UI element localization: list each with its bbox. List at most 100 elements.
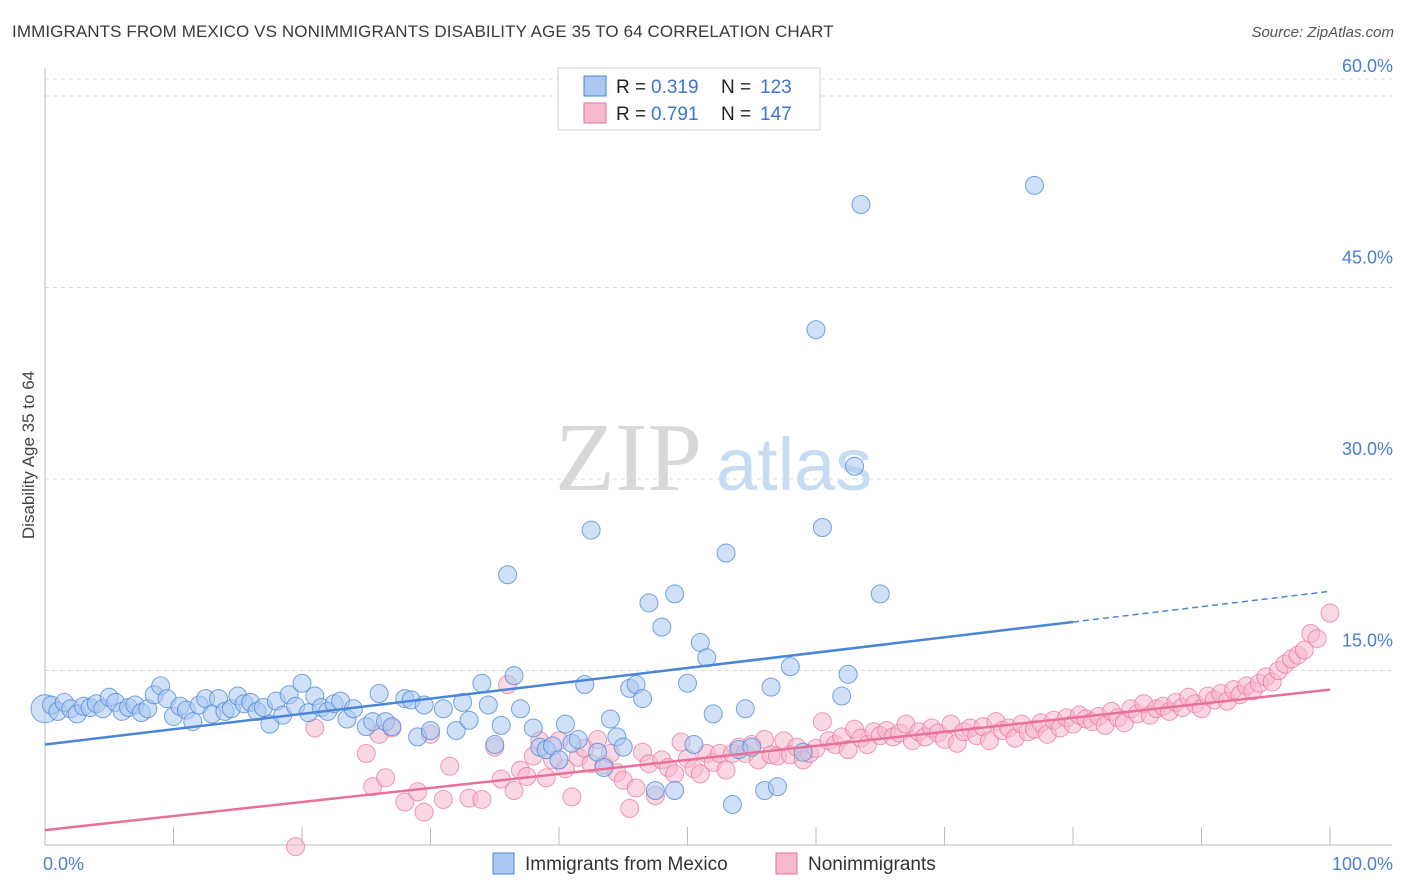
nonimmigrants-point <box>440 756 460 776</box>
nonimmigrants-point <box>395 792 415 812</box>
immigrants-point <box>382 717 402 737</box>
immigrants-point <box>523 718 543 738</box>
immigrants-point <box>735 699 755 719</box>
watermark-zip: ZIP <box>555 404 702 512</box>
nonimmigrants-point <box>1320 603 1340 623</box>
nonimmigrants-point <box>812 712 832 732</box>
nonimmigrants-point <box>979 731 999 751</box>
trend-lines <box>44 590 1331 832</box>
bottom-legend-swatch-blue <box>492 852 515 875</box>
immigrants-point <box>292 673 312 693</box>
immigrants-point <box>684 735 704 755</box>
immigrants-point <box>761 677 781 697</box>
immigrants-point <box>433 699 453 719</box>
nonimmigrants-point <box>433 789 453 809</box>
immigrants-points <box>30 175 1044 815</box>
nonimmigrants-point <box>690 764 710 784</box>
x-tick-label-end: 100.0% <box>1332 854 1393 874</box>
nonimmigrants-point <box>536 768 556 788</box>
nonimmigrants-point <box>1307 629 1327 649</box>
legend-n-value-1: 123 <box>760 77 792 98</box>
gridlines <box>45 78 1392 671</box>
legend-n-value-2: 147 <box>760 104 792 125</box>
immigrants-point <box>581 520 601 540</box>
y-tick-label: 45.0% <box>1342 248 1393 268</box>
immigrants-point <box>1024 175 1044 195</box>
legend-r-label-1: R = <box>616 77 646 98</box>
y-tick-label: 30.0% <box>1342 439 1393 459</box>
immigrants-point <box>549 750 569 770</box>
y-axis-label: Disability Age 35 to 64 <box>19 371 38 539</box>
immigrants-point <box>812 518 832 538</box>
immigrants-trend-extension <box>1072 590 1331 623</box>
legend: R = 0.319 N = 123 R = 0.791 N = 147 <box>557 67 821 131</box>
nonimmigrants-point <box>562 787 582 807</box>
nonimmigrants-point <box>1294 640 1314 660</box>
immigrants-point <box>678 673 697 693</box>
immigrants-point <box>665 584 685 604</box>
nonimmigrants-point <box>626 778 646 798</box>
x-tick-label-start: 0.0% <box>43 854 84 874</box>
nonimmigrants-point <box>838 740 858 760</box>
nonimmigrants-point <box>356 743 376 763</box>
bottom-legend: Immigrants from Mexico Nonimmigrants <box>492 852 936 875</box>
immigrants-point <box>767 777 787 797</box>
immigrants-point <box>703 704 723 724</box>
immigrants-point <box>555 714 575 734</box>
legend-swatch-pink <box>583 102 607 124</box>
legend-r-value-1: 0.319 <box>651 77 699 98</box>
immigrants-point <box>600 709 620 729</box>
immigrants-point <box>716 543 736 563</box>
immigrants-point <box>633 689 653 709</box>
immigrants-point <box>510 699 530 719</box>
nonimmigrants-trend-line <box>44 688 1331 832</box>
nonimmigrants-point <box>376 768 396 788</box>
immigrants-point <box>838 664 858 684</box>
nonimmigrants-point <box>408 782 428 802</box>
immigrants-point <box>568 729 588 749</box>
immigrants-point <box>806 320 826 340</box>
immigrants-point <box>498 565 518 585</box>
immigrants-point <box>780 657 800 677</box>
immigrants-point <box>459 710 479 730</box>
immigrants-point <box>369 683 389 703</box>
legend-swatch-blue <box>583 75 607 97</box>
immigrants-point <box>845 456 865 476</box>
immigrants-point <box>478 695 498 715</box>
immigrants-point <box>421 721 440 741</box>
immigrants-point <box>485 735 505 755</box>
legend-r-label-2: R = <box>616 104 646 125</box>
immigrants-trend-line <box>44 620 1074 746</box>
legend-r-value-2: 0.791 <box>651 104 699 125</box>
chart-title: IMMIGRANTS FROM MEXICO VS NONIMMIGRANTS … <box>12 22 834 41</box>
immigrants-point <box>613 737 633 757</box>
immigrants-point <box>851 195 871 215</box>
nonimmigrants-point <box>286 837 306 857</box>
immigrants-point <box>870 584 890 604</box>
source-label: Source: ZipAtlas.com <box>1251 24 1394 41</box>
legend-n-label-1: N = <box>721 77 751 98</box>
nonimmigrants-point <box>414 802 434 822</box>
bottom-legend-swatch-pink <box>775 852 798 875</box>
legend-n-label-2: N = <box>721 104 751 125</box>
nonimmigrants-point <box>472 789 492 809</box>
y-tick-label: 60.0% <box>1342 56 1393 76</box>
y-tick-label: 15.0% <box>1342 631 1393 651</box>
nonimmigrants-point <box>504 781 524 801</box>
immigrants-point <box>453 692 473 712</box>
immigrants-point <box>722 795 742 815</box>
bottom-legend-label-2: Nonimmigrants <box>808 854 936 875</box>
nonimmigrants-point <box>716 760 736 780</box>
immigrants-point <box>504 666 524 686</box>
immigrants-point <box>639 593 659 613</box>
nonimmigrants-points <box>286 603 1340 857</box>
tick-labels: 15.0% 30.0% 45.0% 60.0% 0.0% 100.0% <box>43 56 1393 874</box>
nonimmigrants-point <box>620 798 640 818</box>
bottom-legend-label-1: Immigrants from Mexico <box>525 854 728 875</box>
immigrants-point <box>645 781 665 801</box>
immigrants-point <box>832 686 852 706</box>
immigrants-point <box>472 673 492 693</box>
immigrants-point <box>665 781 685 801</box>
immigrants-point <box>446 721 466 741</box>
